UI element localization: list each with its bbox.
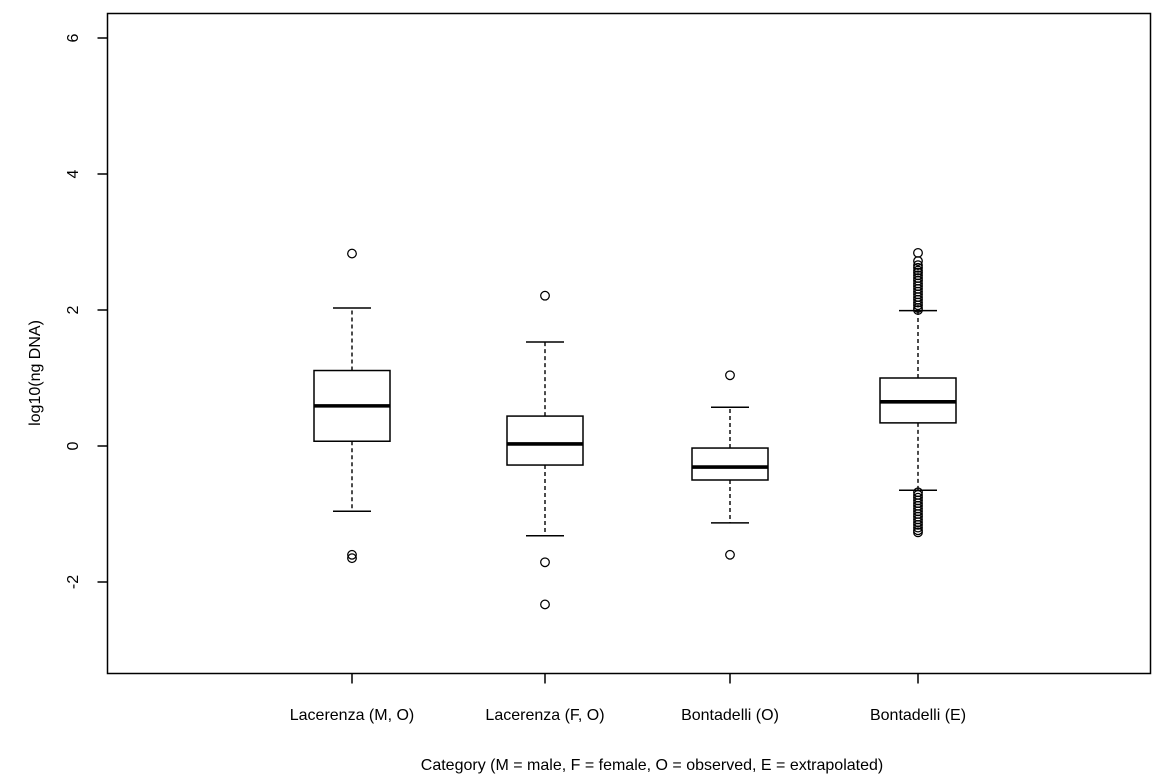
- outlier-point: [725, 370, 735, 381]
- boxplot-group: [879, 247, 957, 538]
- outlier-point: [913, 527, 923, 538]
- boxplot-group: [506, 290, 584, 610]
- x-tick-label: Lacerenza (F, O): [485, 707, 604, 724]
- outlier-point: [913, 300, 923, 311]
- outlier-point: [913, 519, 923, 530]
- boxplot-group: [691, 370, 769, 560]
- y-tick-label: 4: [65, 169, 82, 178]
- y-axis-title-group: log10(ng DNA): [27, 320, 44, 426]
- y-axis: -2 0 2 4 6: [65, 33, 108, 589]
- boxplot-group: [313, 248, 391, 564]
- outlier-point: [540, 557, 550, 568]
- plot-area: [106, 12, 1152, 675]
- x-axis: Lacerenza (M, O) Lacerenza (F, O) Bontadel…: [290, 673, 966, 724]
- y-tick-label: -2: [65, 575, 82, 589]
- y-axis-title: log10(ng DNA): [27, 320, 44, 426]
- outlier-point: [913, 260, 923, 271]
- outlier-point: [725, 549, 735, 560]
- x-tick-label: Bontadelli (E): [870, 707, 966, 724]
- outlier-point: [540, 290, 550, 301]
- x-tick-label: Lacerenza (M, O): [290, 707, 414, 724]
- y-tick-label: 0: [65, 441, 82, 450]
- outlier-point: [913, 297, 923, 308]
- outlier-point: [913, 262, 923, 273]
- outlier-point: [540, 599, 550, 610]
- outlier-point: [347, 549, 357, 560]
- outlier-point: [347, 248, 357, 259]
- box-series: [313, 247, 957, 610]
- x-axis-title: Category (M = male, F = female, O = obse…: [421, 757, 883, 774]
- outlier-point: [913, 247, 923, 258]
- x-tick-label: Bontadelli (O): [681, 707, 779, 724]
- outlier-point: [347, 553, 357, 564]
- interquartile-box: [506, 415, 584, 466]
- interquartile-box: [691, 447, 769, 481]
- y-tick-label: 6: [65, 33, 82, 42]
- y-tick-label: 2: [65, 305, 82, 314]
- outlier-point: [913, 305, 923, 315]
- outlier-point: [913, 522, 923, 533]
- outlier-point: [913, 256, 923, 266]
